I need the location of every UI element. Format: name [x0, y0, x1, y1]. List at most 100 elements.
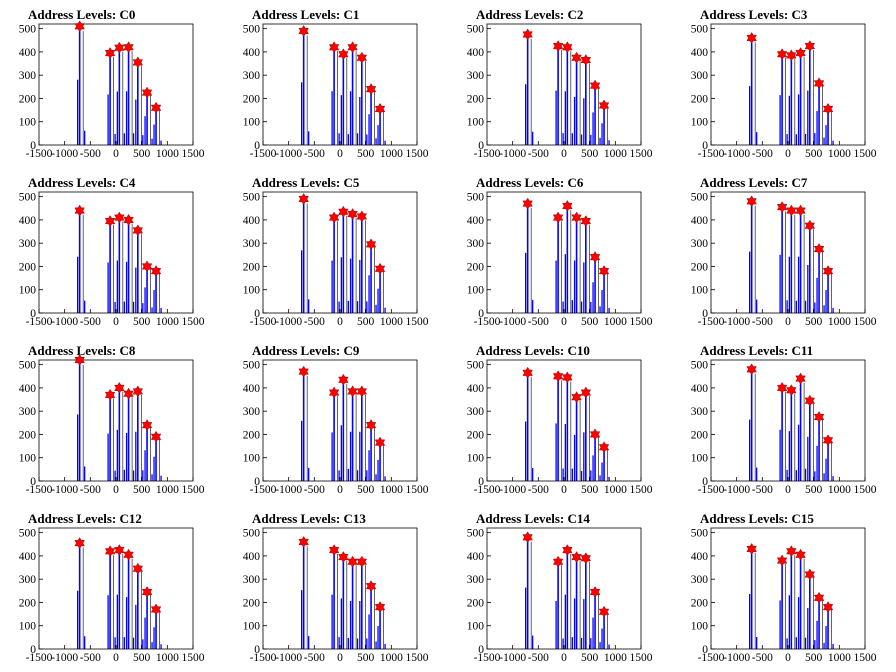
y-tick-label: 100: [243, 285, 261, 297]
x-tick-label: -1500: [698, 652, 725, 664]
x-tick-label: 0: [337, 484, 343, 496]
y-tick-label: 0: [254, 476, 260, 488]
x-tick-label: -1000: [499, 148, 526, 160]
peak-marker: [786, 49, 797, 62]
x-tick-label: -1000: [499, 484, 526, 496]
x-tick-label: 1500: [854, 484, 877, 496]
x-tick-label: 1000: [828, 484, 851, 496]
y-tick-label: 100: [467, 117, 485, 129]
x-tick-label: 0: [337, 316, 343, 328]
peak-marker: [589, 79, 601, 92]
peak-marker: [804, 40, 816, 53]
y-tick-label: 400: [243, 215, 261, 227]
x-tick-label: 0: [785, 148, 791, 160]
peak-marker: [746, 363, 757, 376]
x-tick-label: 0: [337, 652, 343, 664]
x-tick-label: -500: [752, 652, 773, 664]
peak-marker: [822, 265, 834, 278]
x-tick-label: 1500: [406, 148, 429, 160]
x-tick-label: -500: [528, 652, 549, 664]
x-tick-label: -500: [304, 652, 325, 664]
x-tick-label: 0: [113, 484, 119, 496]
x-tick-label: 0: [113, 652, 119, 664]
peak-marker: [356, 385, 368, 398]
y-tick-label: 400: [691, 551, 709, 563]
peak-marker: [74, 204, 85, 217]
y-tick-label: 500: [19, 360, 37, 372]
peak-marker: [141, 585, 153, 598]
x-tick-label: -1500: [250, 484, 277, 496]
y-tick-label: 0: [702, 308, 708, 320]
x-tick-label: -1000: [275, 148, 302, 160]
x-tick-label: 1500: [182, 316, 205, 328]
peak-marker: [74, 354, 85, 366]
y-tick-label: 100: [243, 621, 261, 633]
y-tick-label: 400: [467, 551, 485, 563]
y-tick-label: 500: [243, 528, 261, 540]
peak-marker: [338, 551, 349, 564]
chart-title: Address Levels: C3: [700, 7, 808, 22]
peak-marker: [114, 381, 125, 394]
y-tick-label: 300: [243, 238, 261, 250]
x-tick-label: 500: [357, 652, 375, 664]
y-tick-label: 300: [243, 406, 261, 418]
x-tick-label: -1500: [250, 316, 277, 328]
x-tick-label: 1500: [630, 652, 653, 664]
x-tick-label: -1500: [250, 652, 277, 664]
peak-marker: [571, 51, 582, 64]
chart-title: Address Levels: C7: [700, 175, 808, 190]
x-tick-label: 1000: [604, 148, 627, 160]
peak-marker: [562, 41, 573, 54]
chart-title: Address Levels: C14: [476, 511, 590, 526]
peak-marker: [123, 41, 134, 54]
peak-marker: [374, 601, 386, 614]
y-tick-label: 100: [19, 453, 37, 465]
x-tick-label: 1000: [828, 316, 851, 328]
chart-panel-10: Address Levels: C10 0 100 200 300 400 500 -1500…: [467, 343, 653, 496]
peak-marker: [822, 601, 834, 614]
peak-marker: [776, 381, 788, 394]
x-tick-label: 500: [805, 316, 823, 328]
y-tick-label: 200: [243, 597, 261, 609]
chart-panel-13: Address Levels: C13 0 100 200 300 400 500 -1500…: [243, 511, 429, 664]
peak-marker: [552, 40, 564, 53]
peak-marker: [150, 603, 162, 616]
peak-marker: [571, 211, 582, 224]
y-tick-label: 100: [19, 621, 37, 633]
y-tick-label: 500: [19, 528, 37, 540]
chart-title: Address Levels: C15: [700, 511, 814, 526]
y-tick-label: 200: [19, 261, 37, 273]
x-tick-label: 1500: [630, 148, 653, 160]
peak-marker: [141, 419, 153, 432]
peak-marker: [338, 205, 349, 218]
y-tick-label: 500: [691, 360, 709, 372]
y-tick-label: 400: [243, 551, 261, 563]
peak-marker: [150, 265, 162, 278]
x-tick-label: -500: [80, 652, 101, 664]
y-tick-label: 200: [243, 93, 261, 105]
x-tick-label: -1500: [26, 316, 53, 328]
x-tick-label: 500: [357, 148, 375, 160]
x-tick-label: 1000: [828, 652, 851, 664]
x-tick-label: -500: [304, 148, 325, 160]
x-tick-label: -1000: [275, 652, 302, 664]
peak-marker: [150, 101, 162, 114]
x-tick-label: -1000: [51, 148, 78, 160]
x-tick-label: 500: [581, 148, 599, 160]
y-tick-label: 500: [243, 360, 261, 372]
chart-title: Address Levels: C10: [476, 343, 590, 358]
y-tick-label: 300: [467, 238, 485, 250]
chart-panel-5: Address Levels: C50100200300400500-1500-…: [243, 175, 429, 328]
peak-marker: [813, 411, 825, 424]
peak-marker: [589, 585, 601, 598]
peak-marker: [552, 211, 564, 224]
chart-panel-12: Address Levels: C12 0 100 200 300 400 500 -1500…: [19, 511, 205, 664]
x-tick-label: -500: [80, 316, 101, 328]
peak-marker: [746, 31, 757, 44]
x-tick-label: -1000: [723, 484, 750, 496]
x-tick-label: -1000: [499, 652, 526, 664]
x-tick-label: 1500: [182, 484, 205, 496]
peak-marker: [123, 213, 134, 226]
peak-marker: [328, 544, 340, 557]
y-tick-label: 200: [691, 93, 709, 105]
